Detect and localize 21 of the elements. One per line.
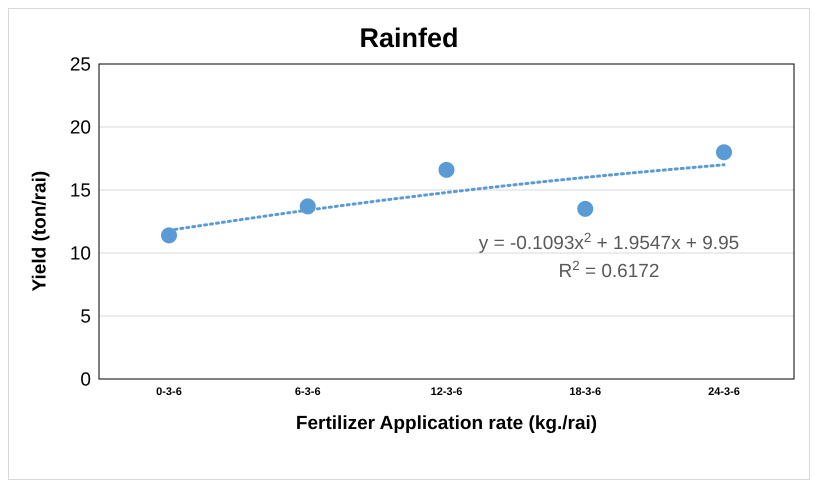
y-tick-label: 0	[80, 370, 91, 391]
y-tick-label: 10	[70, 244, 91, 265]
point	[577, 200, 594, 217]
annotation: y = -0.1093x$^{2}$ + 1.9547x + 9.95	[478, 230, 740, 254]
x-tick-label: 18-3-6	[569, 386, 602, 398]
x-tick-label: 24-3-6	[708, 386, 740, 398]
y-axis-title: Yield (ton/rai)	[30, 170, 51, 292]
x-tick-label: 0-3-6	[156, 386, 182, 398]
x-tick-label: 12-3-6	[430, 386, 462, 398]
y-tick-label: 25	[70, 54, 91, 76]
point	[438, 162, 454, 178]
point	[716, 144, 732, 160]
y-tick-label: 20	[70, 118, 91, 139]
x-tick-label: 6-3-6	[294, 386, 321, 398]
point	[300, 198, 316, 214]
y-tick-label: 5	[80, 306, 91, 328]
point	[161, 227, 177, 244]
y-tick-label: 15	[70, 180, 91, 202]
annotation: R$^{2}$ = 0.6172	[558, 258, 660, 282]
x-axis-title: Fertilizer Application rate (kg./rai)	[296, 413, 598, 434]
chart-title: Rainfed	[358, 23, 460, 54]
